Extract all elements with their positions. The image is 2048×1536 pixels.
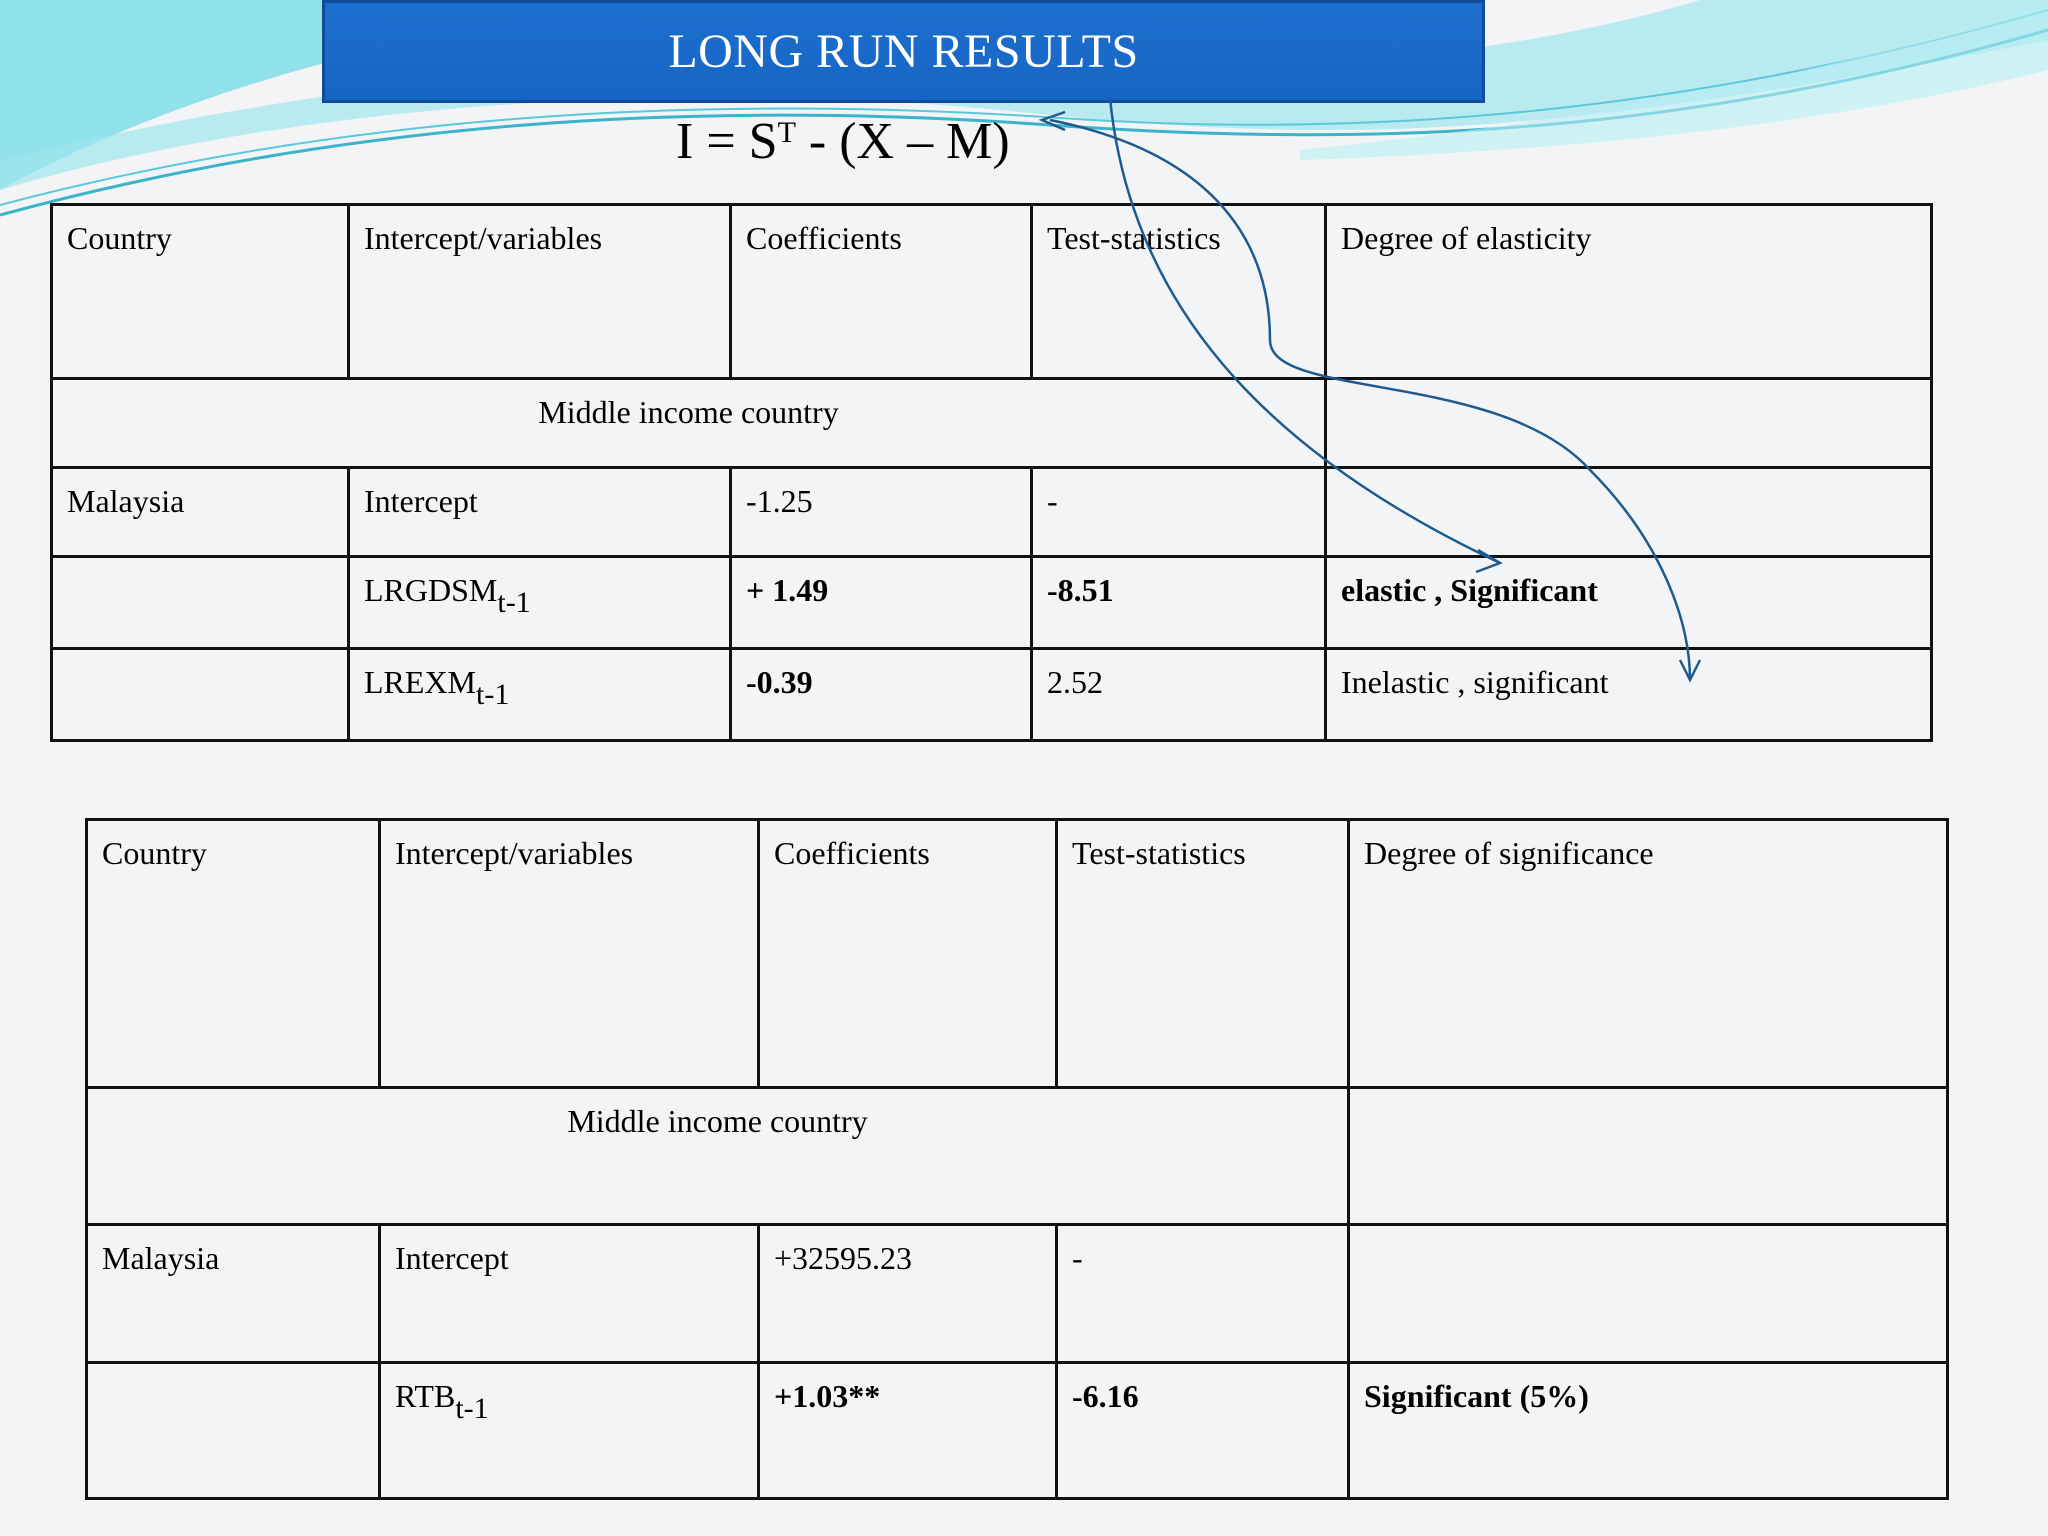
header-cell: Coefficients xyxy=(729,203,1033,380)
table-row: Malaysia Intercept +32595.23 - xyxy=(85,1223,1949,1364)
header-cell: Coefficients xyxy=(757,818,1058,1089)
header-cell: Test-statistics xyxy=(1030,203,1327,380)
group-label: Middle income country xyxy=(50,377,1327,469)
table-row: RTBt-1 +1.03** -6.16 Significant (5%) xyxy=(85,1361,1949,1500)
test-stat-cell: -6.16 xyxy=(1055,1361,1350,1500)
table-row: Malaysia Intercept -1.25 - xyxy=(50,466,1933,558)
coefficient-cell: +32595.23 xyxy=(757,1223,1058,1364)
group-row: Middle income country xyxy=(85,1086,1949,1226)
group-row: Middle income country xyxy=(50,377,1933,469)
empty-cell xyxy=(1347,1086,1949,1226)
variable-cell: Intercept xyxy=(378,1223,760,1364)
long-run-table-significance: Country Intercept/variables Coefficients… xyxy=(85,818,1949,1500)
empty-cell xyxy=(1324,377,1933,469)
long-run-table-elasticity: Country Intercept/variables Coefficients… xyxy=(50,203,1933,742)
header-cell: Intercept/variables xyxy=(347,203,732,380)
degree-cell: Significant (5%) xyxy=(1347,1361,1949,1500)
coefficient-cell: -0.39 xyxy=(729,647,1033,742)
variable-cell: LREXMt-1 xyxy=(347,647,732,742)
table-row: LREXMt-1 -0.39 2.52 Inelastic , signific… xyxy=(50,647,1933,742)
degree-cell: elastic , Significant xyxy=(1324,555,1933,650)
header-cell: Test-statistics xyxy=(1055,818,1350,1089)
test-stat-cell: -8.51 xyxy=(1030,555,1327,650)
variable-cell: RTBt-1 xyxy=(378,1361,760,1500)
degree-cell xyxy=(1324,466,1933,558)
variable-cell: Intercept xyxy=(347,466,732,558)
degree-cell: Inelastic , significant xyxy=(1324,647,1933,742)
country-cell xyxy=(85,1361,381,1500)
country-cell xyxy=(50,555,350,650)
slide-title: LONG RUN RESULTS xyxy=(322,0,1485,103)
table-header-row: Country Intercept/variables Coefficients… xyxy=(50,203,1933,380)
coefficient-cell: -1.25 xyxy=(729,466,1033,558)
degree-cell xyxy=(1347,1223,1949,1364)
coefficient-cell: + 1.49 xyxy=(729,555,1033,650)
header-cell: Degree of elasticity xyxy=(1324,203,1933,380)
table-row: LRGDSMt-1 + 1.49 -8.51 elastic , Signifi… xyxy=(50,555,1933,650)
country-cell: Malaysia xyxy=(50,466,350,558)
coefficient-cell: +1.03** xyxy=(757,1361,1058,1500)
test-stat-cell: 2.52 xyxy=(1030,647,1327,742)
test-stat-cell: - xyxy=(1055,1223,1350,1364)
country-cell xyxy=(50,647,350,742)
header-cell: Intercept/variables xyxy=(378,818,760,1089)
variable-cell: LRGDSMt-1 xyxy=(347,555,732,650)
header-cell: Country xyxy=(85,818,381,1089)
equation: I = ST - (X – M) xyxy=(676,113,1010,170)
table-header-row: Country Intercept/variables Coefficients… xyxy=(85,818,1949,1089)
group-label: Middle income country xyxy=(85,1086,1350,1226)
test-stat-cell: - xyxy=(1030,466,1327,558)
country-cell: Malaysia xyxy=(85,1223,381,1364)
header-cell: Degree of significance xyxy=(1347,818,1949,1089)
header-cell: Country xyxy=(50,203,350,380)
